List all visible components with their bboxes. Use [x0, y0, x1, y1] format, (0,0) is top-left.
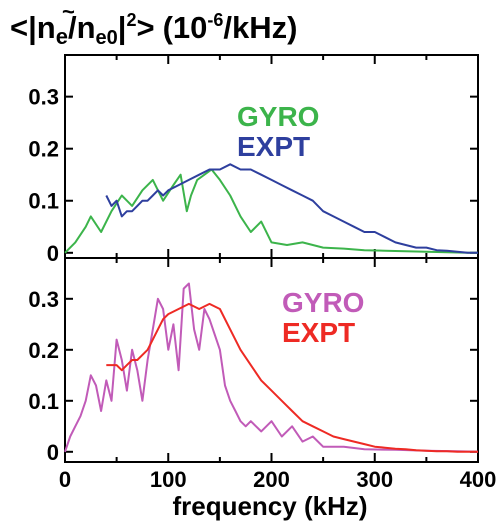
bottom-panel: 0 0.1 0.2 0.3 0 100 200 300 400 [28, 257, 497, 492]
series-line-gyro [64, 282, 479, 453]
y-tick-label: 0 [47, 241, 59, 266]
y-tick-label: 0.3 [28, 287, 59, 312]
plot-frame [64, 257, 479, 463]
bottom-legend-expt: EXPT [282, 317, 355, 348]
y-tick-label: 0.1 [28, 189, 59, 214]
chart-title: <|ne/ne0|2> (10-6/kHz) [10, 10, 298, 49]
x-tick-label: 300 [356, 467, 393, 492]
y-tick-label: 0.2 [28, 338, 59, 363]
series-line-expt [105, 163, 478, 254]
x-axis-label: frequency (kHz) [172, 491, 367, 521]
y-tick-label: 0.2 [28, 137, 59, 162]
top-legend-gyro: GYRO [237, 101, 319, 132]
series-line-expt [106, 302, 478, 453]
bottom-legend-gyro: GYRO [282, 287, 364, 318]
top-legend-expt: EXPT [237, 131, 310, 162]
x-tick-label: 100 [150, 467, 187, 492]
x-tick-label: 200 [253, 467, 290, 492]
y-tick-label: 0 [47, 440, 59, 465]
tilde-mark: ~ [62, 0, 75, 24]
y-tick-label: 0.1 [28, 389, 59, 414]
x-tick-label: 400 [460, 467, 497, 492]
y-tick-label: 0.3 [28, 85, 59, 110]
x-tick-label: 0 [59, 467, 71, 492]
